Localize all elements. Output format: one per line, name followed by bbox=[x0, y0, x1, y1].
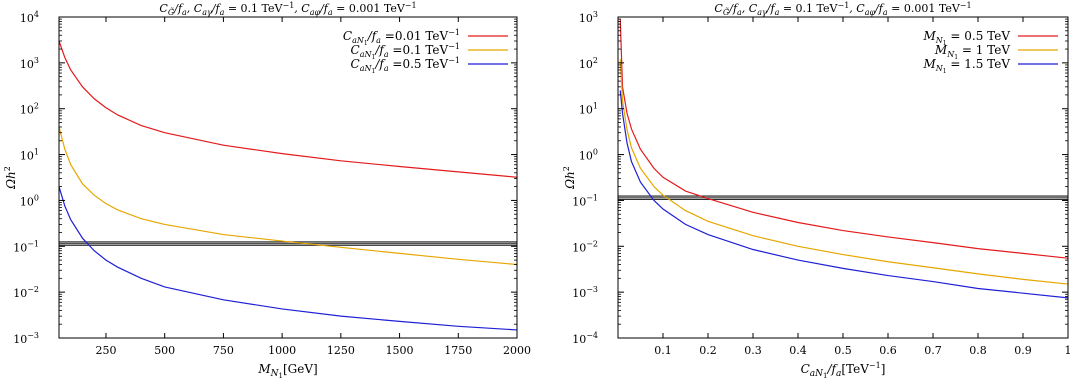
series-line-1 bbox=[619, 59, 1068, 285]
y-tick-label: 104 bbox=[20, 10, 39, 25]
y-tick-label: 100 bbox=[20, 193, 39, 208]
x-tick-label: 0.6 bbox=[879, 344, 897, 357]
x-axis-label: CaN1/fa[TeV−1] bbox=[801, 361, 886, 380]
y-tick-label: 10−1 bbox=[572, 193, 598, 208]
y-tick-label: 10−4 bbox=[572, 331, 598, 346]
x-tick-label: 0.4 bbox=[789, 344, 807, 357]
y-tick-label: 10−1 bbox=[13, 239, 39, 254]
x-tick-label: 0.7 bbox=[924, 344, 942, 357]
legend-label-2: CaN1/fa =0.5 TeV−1 bbox=[351, 56, 460, 75]
y-tick-label: 101 bbox=[20, 148, 39, 163]
y-axis-label: Ωh2 bbox=[3, 166, 18, 190]
x-tick-label: 250 bbox=[95, 344, 116, 357]
legend-label-1: CaN1/fa =0.1 TeV−1 bbox=[351, 42, 460, 61]
x-tick-label: 0.1 bbox=[654, 344, 672, 357]
y-tick-label: 103 bbox=[579, 10, 598, 25]
x-tick-label: 1 bbox=[1065, 344, 1072, 357]
left-chart-panel: CG̃/fa, Caγ/fa = 0.1 TeV−1, Caφ/fa = 0.0… bbox=[3, 1, 531, 380]
y-tick-label: 102 bbox=[20, 102, 39, 117]
x-tick-label: 0.9 bbox=[1014, 344, 1032, 357]
chart-title: CG̃/fa, Caγ/fa = 0.1 TeV−1, Caφ/fa = 0.0… bbox=[714, 1, 971, 17]
legend-label-0: CaN1/fa =0.01 TeV−1 bbox=[343, 28, 460, 47]
y-tick-label: 10−3 bbox=[13, 331, 39, 346]
x-tick-label: 1000 bbox=[268, 344, 296, 357]
x-tick-label: 750 bbox=[213, 344, 234, 357]
x-tick-label: 0.5 bbox=[834, 344, 852, 357]
x-tick-label: 0.8 bbox=[969, 344, 987, 357]
x-tick-label: 1500 bbox=[386, 344, 414, 357]
y-tick-label: 10−3 bbox=[572, 285, 598, 300]
y-tick-label: 102 bbox=[579, 56, 598, 71]
series-line-2 bbox=[59, 186, 517, 331]
plot-frame bbox=[58, 16, 518, 339]
series-line-2 bbox=[619, 90, 1068, 299]
series-line-0 bbox=[59, 40, 517, 178]
x-tick-label: 0.3 bbox=[744, 344, 762, 357]
legend-label-0: MN1 = 0.5 TeV bbox=[922, 29, 1010, 47]
series-line-0 bbox=[619, 19, 1068, 259]
legend-label-2: MN1 = 1.5 TeV bbox=[922, 57, 1010, 75]
legend-label-1: MN1 = 1 TeV bbox=[934, 43, 1010, 61]
y-tick-label: 100 bbox=[579, 148, 598, 163]
y-tick-label: 101 bbox=[579, 102, 598, 117]
x-tick-label: 500 bbox=[154, 344, 175, 357]
x-tick-label: 0.2 bbox=[699, 344, 717, 357]
y-axis-label: Ωh2 bbox=[562, 166, 577, 190]
right-chart-panel: CG̃/fa, Caγ/fa = 0.1 TeV−1, Caφ/fa = 0.0… bbox=[562, 1, 1072, 380]
x-axis-label: MN1[GeV] bbox=[257, 362, 317, 380]
x-tick-label: 1250 bbox=[327, 344, 355, 357]
y-tick-label: 103 bbox=[20, 56, 39, 71]
chart-title: CG̃/fa, Caγ/fa = 0.1 TeV−1, Caφ/fa = 0.0… bbox=[159, 1, 416, 17]
y-tick-label: 10−2 bbox=[13, 285, 39, 300]
x-tick-label: 1750 bbox=[444, 344, 472, 357]
y-tick-label: 10−2 bbox=[572, 239, 598, 254]
series-line-1 bbox=[59, 126, 517, 266]
x-tick-label: 2000 bbox=[503, 344, 531, 357]
